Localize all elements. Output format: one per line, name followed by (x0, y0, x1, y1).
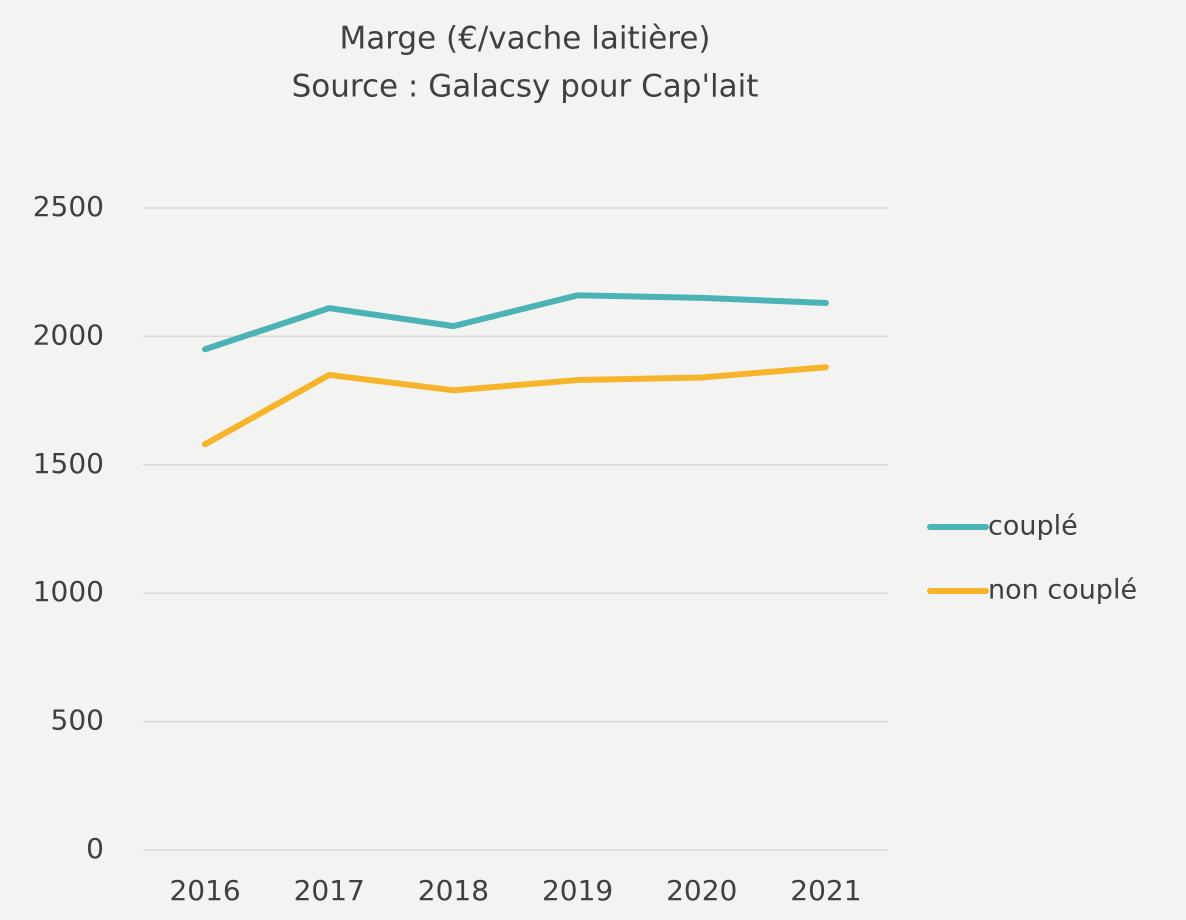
y-tick-label: 2000 (33, 318, 104, 351)
data-line (202, 364, 829, 448)
chart-title: Marge (€/vache laitière) (339, 21, 710, 57)
x-tick-label: 2017 (294, 874, 365, 907)
y-tick-label: 500 (51, 704, 104, 737)
legend-label: non couplé (988, 575, 1137, 606)
x-tick-label: 2020 (666, 874, 737, 907)
chart-subtitle: Source : Galacsy pour Cap'lait (292, 69, 759, 105)
y-tick-label: 0 (86, 832, 104, 865)
y-tick-label: 1500 (33, 447, 104, 480)
data-line (202, 292, 829, 353)
x-tick-label: 2021 (790, 874, 861, 907)
x-tick-label: 2016 (169, 874, 240, 907)
y-tick-label: 2500 (33, 190, 104, 223)
y-tick-label: 1000 (33, 575, 104, 608)
legend-label: couplé (988, 511, 1078, 542)
x-tick-label: 2019 (542, 874, 613, 907)
x-tick-label: 2018 (418, 874, 489, 907)
